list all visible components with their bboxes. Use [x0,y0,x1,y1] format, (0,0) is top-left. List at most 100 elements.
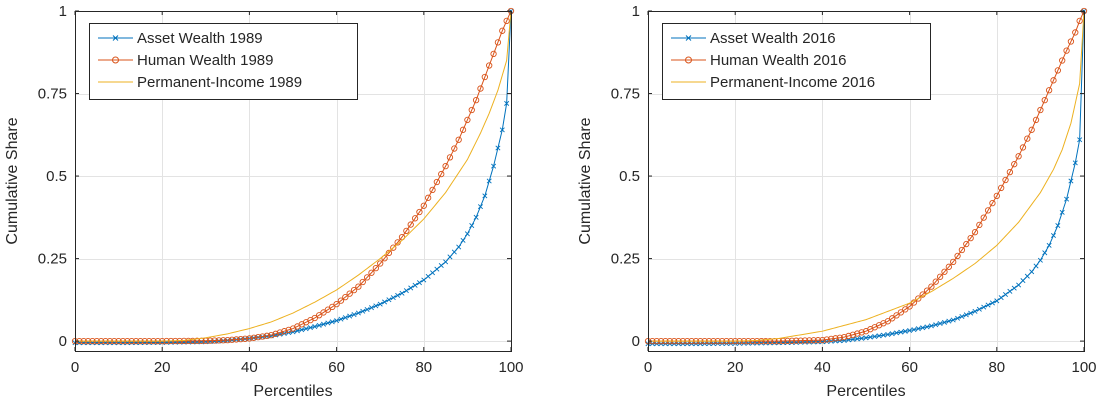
data-point-circle [788,337,796,344]
data-point-cross [307,325,313,331]
data-point-circle [477,85,484,92]
data-point-cross [351,312,357,318]
data-point-circle [784,337,791,345]
data-point-circle [411,215,419,222]
y-tick-label: 0.5 [619,168,640,185]
data-point-cross [329,319,335,325]
data-point-cross [395,292,401,298]
data-point-circle [814,337,822,344]
data-point-circle [442,162,449,170]
data-point-cross [981,304,987,310]
data-point-circle [976,221,983,229]
data-point-cross [1072,160,1078,166]
data-point-circle [481,73,488,81]
data-point-cross [1024,273,1030,279]
data-point-circle [342,293,349,301]
data-point-circle [390,244,397,251]
legend-marker-circle [112,56,119,64]
data-point-cross [1037,257,1043,263]
data-point-circle [1045,87,1053,94]
data-point-cross [321,321,327,327]
data-point-cross [399,290,405,296]
data-point-circle [459,126,467,133]
data-point-circle [490,50,497,58]
data-point-cross [998,295,1004,301]
data-point-cross [1059,209,1065,215]
data-point-circle [766,337,774,345]
data-point-cross [989,300,995,306]
data-point-circle [1072,29,1079,36]
data-point-cross [443,259,449,265]
data-point-cross [430,270,436,276]
data-point-cross [491,163,497,169]
data-point-circle [1059,57,1066,64]
data-point-circle [989,199,996,207]
data-point-cross [1029,269,1035,275]
data-point-circle [464,116,471,124]
data-point-cross [1016,282,1022,288]
y-tick-label: 0.5 [46,168,67,185]
series-line [75,10,512,342]
data-point-cross [408,285,414,291]
data-point-cross [469,223,475,229]
y-axis-label: Cumulative Share [4,117,21,244]
data-point-cross [1003,291,1009,298]
data-point-circle [416,208,423,216]
data-point-circle [337,297,345,304]
data-point-circle [993,192,1000,200]
x-tick-label: 100 [1071,359,1096,376]
legend-box [89,23,358,100]
x-tick-label: 80 [415,359,432,376]
data-point-circle [923,287,931,294]
x-tick-label: 0 [71,359,79,376]
data-point-circle [403,227,410,234]
data-point-cross [342,315,348,321]
data-point-circle [1063,47,1070,54]
data-point-cross [928,323,934,329]
x-axis-label: Percentiles [253,383,332,400]
data-point-cross [1042,250,1048,256]
data-point-circle [1032,116,1040,124]
data-point-circle [858,329,865,336]
data-point-cross [355,310,361,316]
x-tick-label: 100 [498,359,523,376]
y-tick-label: 1 [632,3,640,20]
data-point-cross [1077,137,1083,143]
data-point-cross [486,178,492,184]
data-point-circle [1050,77,1057,84]
data-point-circle [889,315,896,322]
data-point-cross [894,330,900,336]
data-point-circle [854,330,861,337]
data-point-circle [897,309,905,316]
data-point-circle [228,336,236,343]
data-point-circle [324,306,332,313]
data-point-cross [1050,232,1056,238]
data-point-cross [338,316,344,322]
data-point-circle [438,170,445,178]
data-point-cross [950,317,956,323]
data-point-cross [872,333,878,339]
data-point-cross [464,231,470,237]
data-point-circle [950,258,957,266]
data-point-circle [945,263,952,270]
data-point-circle [967,234,974,242]
data-point-cross [460,237,466,243]
data-point-circle [1028,126,1035,133]
data-point-circle [276,329,284,336]
data-point-cross [1068,178,1074,184]
data-point-circle [268,332,275,339]
data-point-cross [898,329,904,335]
data-point-circle [316,312,323,319]
x-tick-label: 0 [644,359,652,376]
data-point-circle [810,337,817,344]
data-point-circle [793,337,800,344]
data-point-circle [998,184,1005,192]
data-point-cross [933,322,939,328]
data-point-cross [377,301,383,307]
data-point-circle [823,336,830,343]
data-point-cross [499,127,505,133]
data-point-cross [412,282,418,288]
data-point-circle [1054,67,1061,74]
x-tick-label: 60 [901,359,918,376]
